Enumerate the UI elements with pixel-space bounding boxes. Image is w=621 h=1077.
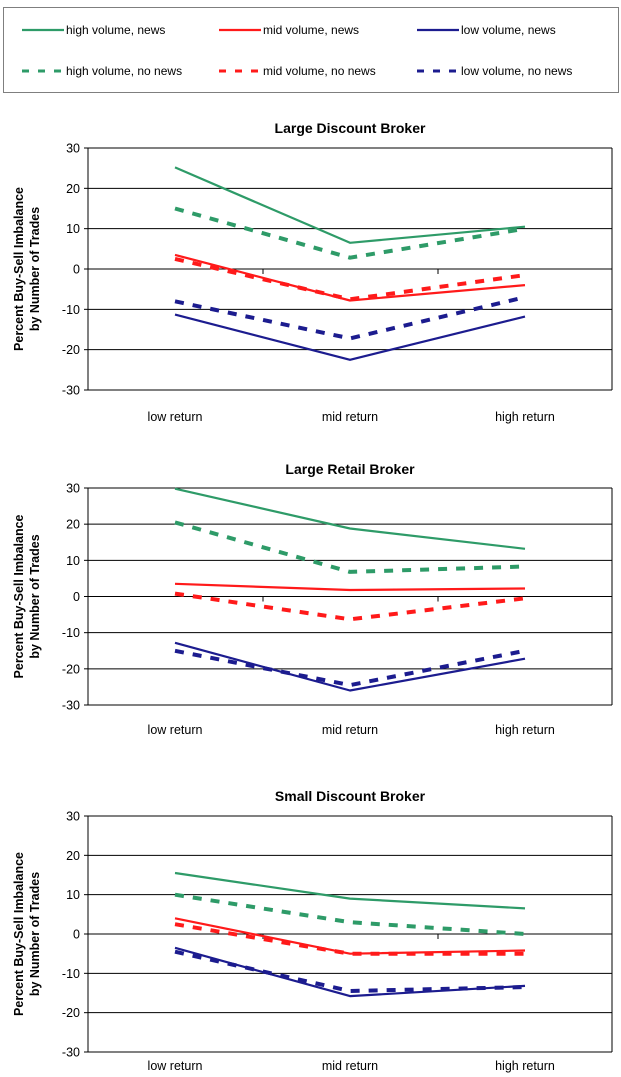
chart-svg: Large Discount Broker 30 20 10 0 -10 -20 -30 low… <box>12 120 613 424</box>
x-tick-label: high return <box>495 723 555 737</box>
series-line-mid-volume-news <box>174 582 526 592</box>
y-tick-label: 20 <box>66 182 80 196</box>
y-axis-label: by Number of Trades <box>28 534 42 658</box>
chart-panel: Small Discount Broker 30 20 10 0 -10 -20 -30 low… <box>0 780 621 1075</box>
y-axis-label: Percent Buy-Sell Imbalance <box>12 514 26 678</box>
legend-item: mid volume, news <box>219 22 359 38</box>
chart-svg: Large Retail Broker 30 20 10 0 -10 -20 -30 low r… <box>12 461 613 737</box>
series-line-high-volume-news <box>174 871 526 910</box>
y-axis-label: by Number of Trades <box>28 207 42 331</box>
series-line-low-volume-news <box>174 313 526 361</box>
y-tick-label: -10 <box>62 303 80 317</box>
chart-svg: Small Discount Broker 30 20 10 0 -10 -20 -30 low… <box>12 788 613 1073</box>
legend-label: high volume, news <box>66 23 166 37</box>
y-tick-label: 0 <box>73 928 80 942</box>
y-tick-label: -20 <box>62 1006 80 1020</box>
series-line-high-volume-no-news <box>174 206 526 260</box>
legend-label: low volume, news <box>461 23 556 37</box>
x-tick-label: low return <box>148 723 203 737</box>
chart-title: Large Discount Broker <box>275 120 426 136</box>
series-line-mid-volume-no-news <box>174 922 525 956</box>
x-tick-label: low return <box>148 1059 203 1073</box>
x-tick-label: mid return <box>322 410 378 424</box>
chart-panel: Large Retail Broker 30 20 10 0 -10 -20 -30 low r… <box>0 455 621 745</box>
chart-legend: high volume, news mid volume, news low vol… <box>3 7 619 93</box>
series-line-mid-volume-news <box>174 917 526 955</box>
series-line-mid-volume-news <box>174 253 526 302</box>
chart-title: Large Retail Broker <box>285 461 415 477</box>
y-tick-label: 10 <box>66 222 80 236</box>
x-tick-label: high return <box>495 1059 555 1073</box>
legend-item: high volume, no news <box>22 63 182 79</box>
y-tick-label: -10 <box>62 967 80 981</box>
y-tick-label: -30 <box>62 384 80 398</box>
legend-swatch <box>417 28 459 32</box>
x-tick-label: low return <box>148 410 203 424</box>
legend-swatch <box>219 28 261 32</box>
series-line-high-volume-no-news <box>174 520 526 574</box>
y-tick-label: 10 <box>66 888 80 902</box>
y-tick-label: -30 <box>62 699 80 713</box>
series-line-high-volume-no-news <box>174 892 526 936</box>
y-tick-label: -20 <box>62 662 80 676</box>
legend-label: mid volume, no news <box>263 64 376 78</box>
y-tick-label: -10 <box>62 626 80 640</box>
legend-label: high volume, no news <box>66 64 183 78</box>
legend-item: low volume, no news <box>417 63 572 79</box>
legend-label: low volume, no news <box>461 64 573 78</box>
series-line-mid-volume-no-news <box>174 256 526 302</box>
legend-item: low volume, news <box>417 22 556 38</box>
legend-item: mid volume, no news <box>219 63 376 79</box>
y-tick-label: -30 <box>62 1046 80 1060</box>
chart-title: Small Discount Broker <box>275 788 426 804</box>
y-axis-label: Percent Buy-Sell Imbalance <box>12 852 26 1016</box>
x-tick-label: mid return <box>322 723 378 737</box>
y-tick-label: 0 <box>73 263 80 277</box>
y-tick-label: 30 <box>66 142 80 156</box>
y-tick-label: -20 <box>62 343 80 357</box>
series-line-high-volume-news <box>174 166 526 244</box>
y-tick-label: 30 <box>66 482 80 496</box>
x-tick-label: high return <box>495 410 555 424</box>
y-tick-label: 30 <box>66 810 80 824</box>
y-tick-label: 20 <box>66 849 80 863</box>
y-axis-label: by Number of Trades <box>28 872 42 996</box>
series-line-low-volume-no-news <box>174 295 526 341</box>
series-line-low-volume-news <box>174 641 526 692</box>
series-line-low-volume-news <box>174 946 526 998</box>
chart-panel: Large Discount Broker 30 20 10 0 -10 -20 -30 low… <box>0 110 621 440</box>
legend-label: mid volume, news <box>263 23 360 37</box>
y-tick-label: 0 <box>73 590 80 604</box>
legend-item: high volume, news <box>22 22 165 38</box>
series-line-high-volume-news <box>174 487 526 550</box>
series-line-mid-volume-no-news <box>174 591 526 622</box>
x-tick-label: mid return <box>322 1059 378 1073</box>
series-line-low-volume-no-news <box>174 648 526 688</box>
legend-swatch <box>22 28 64 32</box>
legend-swatch <box>219 69 261 73</box>
y-tick-label: 20 <box>66 518 80 532</box>
y-axis-label: Percent Buy-Sell Imbalance <box>12 187 26 351</box>
y-tick-label: 10 <box>66 554 80 568</box>
legend-swatch <box>417 69 459 73</box>
series-line-low-volume-no-news <box>174 949 526 993</box>
legend-swatch <box>22 69 64 73</box>
